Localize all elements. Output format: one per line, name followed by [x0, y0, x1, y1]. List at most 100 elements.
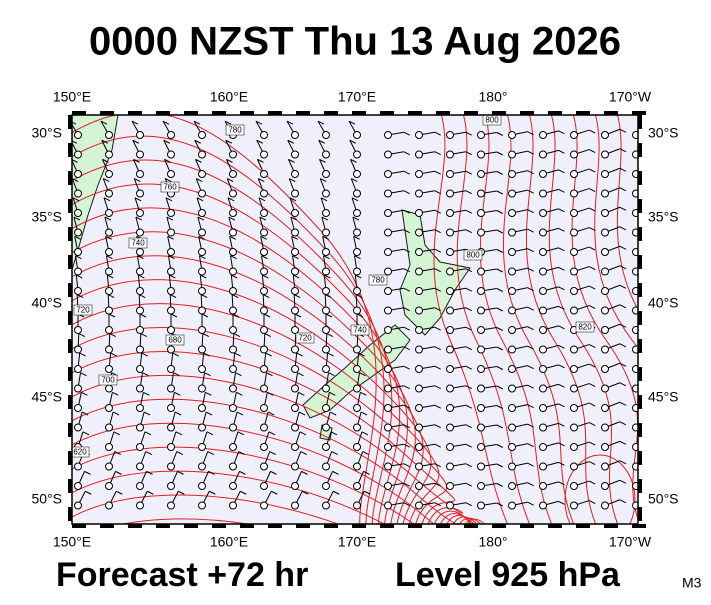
wind-station [539, 209, 547, 217]
wind-barb [162, 120, 170, 125]
wind-barb [360, 391, 367, 396]
wind-station [508, 170, 516, 178]
wind-station [105, 306, 113, 315]
wind-barb [363, 470, 370, 475]
wind-barb [324, 294, 332, 298]
wind-station [291, 326, 299, 334]
contour [594, 115, 638, 350]
wind-station [415, 404, 423, 412]
wind-barb [558, 403, 565, 408]
wind-barb [137, 255, 144, 260]
wind-station [353, 189, 361, 198]
wind-station [198, 365, 206, 373]
wind-station [167, 501, 175, 510]
wind-barb [105, 235, 112, 240]
frame-tick [380, 524, 394, 528]
wind-barb [434, 404, 441, 409]
contour [72, 255, 424, 524]
wind-station [539, 131, 547, 139]
wind-barb [651, 440, 657, 443]
wind-barb [651, 284, 657, 287]
wind-barb [226, 158, 233, 163]
wind-barb [176, 451, 183, 456]
wind-station [415, 209, 423, 217]
wind-barb [619, 128, 627, 133]
wind-barb [434, 307, 441, 312]
contour-label-box [160, 181, 180, 193]
wind-barb [271, 490, 278, 495]
wind-barb [224, 120, 232, 125]
wind-barb [364, 490, 371, 495]
map-layer: 780 760 740 720 700 680 620 800 800 820 780 740 720 [72, 115, 657, 524]
wind-station [322, 482, 330, 490]
wind-station [570, 170, 578, 178]
wind-station [384, 443, 392, 451]
wind-station [353, 501, 361, 510]
wind-station [508, 131, 516, 139]
wind-barb [165, 197, 173, 202]
wind-station [477, 306, 485, 315]
frame-tick [638, 199, 642, 213]
wind-barb [403, 248, 410, 253]
wind-barb [230, 255, 237, 260]
wind-station [167, 423, 175, 432]
frame-tick [184, 111, 198, 115]
frame-tick [212, 524, 226, 528]
contour-label: 740 [353, 326, 367, 335]
wind-barb [262, 274, 269, 279]
frame-tick [352, 111, 366, 115]
contour [479, 115, 553, 524]
wind-barb [354, 255, 361, 260]
wind-station [136, 189, 144, 198]
wind-station [198, 326, 206, 334]
wind-station [136, 248, 144, 256]
wind-station [601, 423, 609, 432]
frame-tick [632, 524, 646, 528]
wind-station [322, 384, 330, 393]
lon-label: 180° [479, 89, 508, 105]
frame-tick [68, 255, 72, 269]
wind-barb [329, 411, 337, 416]
wind-station [477, 267, 485, 276]
wind-station [415, 423, 423, 432]
wind-station [167, 170, 175, 178]
wind-station [601, 404, 609, 412]
wind-barb [326, 333, 334, 337]
wind-barb [558, 325, 565, 330]
wind-barb [200, 294, 208, 298]
wind-station [260, 326, 268, 334]
wind-station [167, 131, 175, 139]
wind-station [198, 482, 206, 490]
wind-barb [237, 431, 245, 436]
wind-station [477, 443, 485, 451]
wind-barb [434, 443, 441, 448]
wind-barb [178, 490, 185, 495]
wind-barb [204, 372, 211, 377]
wind-barb [434, 209, 441, 214]
wind-station [291, 189, 299, 198]
wind-station [353, 170, 361, 178]
wind-station [539, 287, 547, 295]
wind-barb [286, 120, 294, 125]
wind-barb [319, 158, 326, 163]
wind-station [167, 326, 175, 334]
frame-tick [68, 171, 72, 185]
wind-station [291, 248, 299, 256]
wind-barb [651, 479, 657, 482]
lat-label: 30°S [31, 125, 62, 141]
wind-station [260, 189, 268, 198]
wind-station [136, 404, 144, 412]
frame-tick [464, 111, 478, 115]
wind-barb [139, 313, 147, 318]
wind-barb [434, 131, 441, 136]
wind-station [260, 306, 268, 315]
wind-barb [619, 167, 627, 172]
wind-station [601, 209, 609, 217]
wind-barb [465, 443, 472, 448]
wind-barb [348, 120, 356, 125]
wind-barb [588, 344, 596, 349]
frame-tick [72, 111, 86, 115]
wind-station [74, 482, 82, 490]
contour-label-box [72, 446, 90, 458]
wind-station [508, 267, 516, 276]
